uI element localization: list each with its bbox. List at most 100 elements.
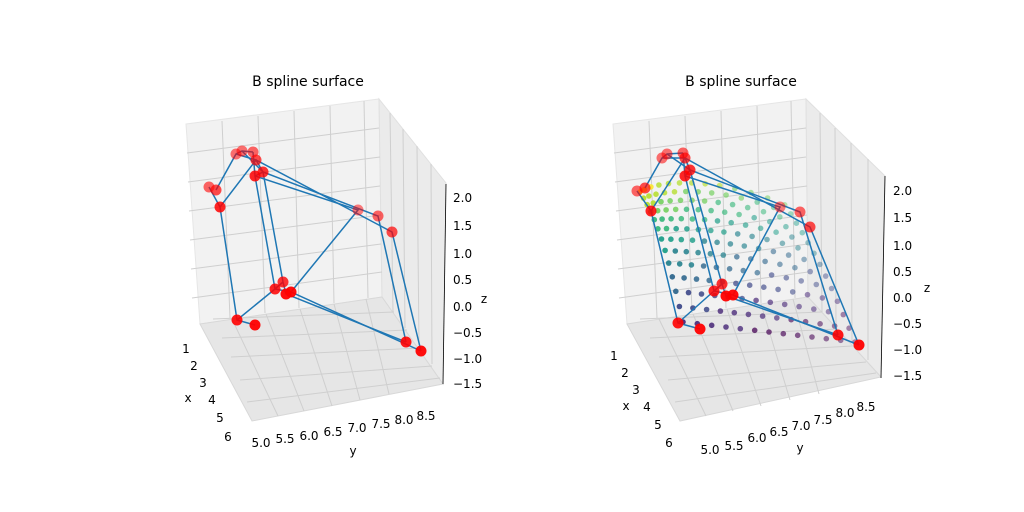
y-tick-label: 8.0 xyxy=(835,406,854,420)
control-point xyxy=(804,221,816,233)
control-point xyxy=(231,314,243,326)
surface-point xyxy=(708,190,715,196)
surface-point xyxy=(678,236,685,243)
control-net-line xyxy=(689,169,839,336)
control-point xyxy=(249,319,261,331)
z-tick-label: 1.0 xyxy=(893,239,912,253)
surface-point xyxy=(689,216,696,222)
control-point xyxy=(236,145,248,157)
control-point xyxy=(720,290,732,302)
surface-point xyxy=(809,334,815,340)
surface-point xyxy=(668,236,674,242)
surface-point xyxy=(721,209,728,215)
surface-point xyxy=(683,206,690,213)
control-point xyxy=(694,323,706,335)
z-tick-label: −1.0 xyxy=(893,343,922,357)
surface-point xyxy=(768,272,775,278)
y-tick-label: 6.0 xyxy=(747,431,766,445)
right-plot: B spline surface xyxy=(610,74,930,457)
z-tick-label: 1.5 xyxy=(453,219,472,233)
x-axis-label: x xyxy=(184,391,191,405)
y-tick-label: 8.5 xyxy=(856,400,875,414)
y-axis: 5.0 5.5 6.0 6.5 7.0 7.5 8.0 8.5 y xyxy=(700,400,875,457)
y-tick-label: 7.5 xyxy=(813,413,832,427)
surface-point xyxy=(676,180,683,186)
surface-point xyxy=(749,233,755,240)
control-point xyxy=(639,182,651,194)
control-point xyxy=(400,336,412,348)
surface-point xyxy=(698,291,705,297)
surface-point xyxy=(753,297,759,304)
control-point xyxy=(415,345,427,357)
control-net-line xyxy=(666,153,839,336)
y-tick-label: 6.0 xyxy=(299,429,318,443)
surface-point xyxy=(783,275,790,281)
control-point xyxy=(645,205,657,217)
surface-point xyxy=(723,324,729,330)
y-tick-label: 5.5 xyxy=(724,439,743,453)
control-net-line xyxy=(208,186,256,326)
surface-point xyxy=(738,195,745,201)
surface-point xyxy=(754,269,761,276)
control-point xyxy=(280,288,292,300)
surface-point xyxy=(726,266,733,272)
surface-point xyxy=(681,275,687,281)
x-tick-label: 4 xyxy=(208,393,216,407)
surface-point xyxy=(770,248,777,255)
z-tick-label: −1.5 xyxy=(893,369,922,383)
z-axis-line xyxy=(442,183,447,385)
surface-point xyxy=(667,198,673,204)
y-tick-label: 8.0 xyxy=(394,413,413,427)
surface-point xyxy=(683,248,690,255)
control-net-line xyxy=(262,171,407,343)
surface-point xyxy=(811,306,817,312)
surface-point xyxy=(672,248,679,254)
surface-point xyxy=(746,282,753,289)
y-tick-label: 5.0 xyxy=(700,443,719,457)
surface-point xyxy=(733,280,739,287)
surface-point xyxy=(801,256,807,263)
x-tick-label: 6 xyxy=(224,430,232,444)
control-point xyxy=(250,154,262,166)
control-point xyxy=(372,210,384,222)
surface-point xyxy=(695,249,701,256)
y-axis-label: y xyxy=(349,444,356,458)
surface-point xyxy=(663,207,669,213)
z-tick-label: 2.0 xyxy=(893,184,912,198)
surface-point xyxy=(741,243,748,249)
surface-point xyxy=(757,225,764,232)
surface-point xyxy=(785,252,792,258)
surface-point xyxy=(761,284,767,291)
surface-point xyxy=(701,198,708,204)
surface-point xyxy=(715,199,721,206)
surface-point xyxy=(759,313,766,319)
surface-point xyxy=(653,191,659,197)
surface-point xyxy=(792,264,798,271)
gridlines xyxy=(613,100,877,417)
surface-point xyxy=(779,240,786,247)
surface-point xyxy=(793,220,800,226)
x-tick-label: 3 xyxy=(199,376,207,390)
z-axis-line xyxy=(880,175,886,379)
y-axis: 5.0 5.5 6.0 6.5 7.0 7.5 8.0 8.5 y xyxy=(251,409,435,458)
surface-point xyxy=(737,325,744,332)
surface-point xyxy=(828,285,835,292)
y-tick-label: 5.5 xyxy=(275,432,294,446)
surface-point xyxy=(669,274,676,280)
x-axis: 1 2 3 4 5 6 x xyxy=(610,349,673,450)
control-point xyxy=(679,170,691,182)
surface-point xyxy=(798,278,804,284)
control-net-line xyxy=(636,190,701,330)
surface-point xyxy=(775,286,781,293)
z-tick-label: −1.5 xyxy=(453,377,482,391)
surface-point xyxy=(693,276,700,282)
y-tick-label: 8.5 xyxy=(416,409,435,423)
surface-point xyxy=(717,308,724,314)
surface-point xyxy=(781,301,788,308)
surface-point xyxy=(646,193,652,199)
surface-point xyxy=(762,258,768,265)
surface-point xyxy=(672,206,679,213)
x-axis: 1 2 3 4 5 6 x xyxy=(182,342,232,444)
z-tick-label: 1.0 xyxy=(453,247,472,261)
control-points xyxy=(203,145,427,357)
